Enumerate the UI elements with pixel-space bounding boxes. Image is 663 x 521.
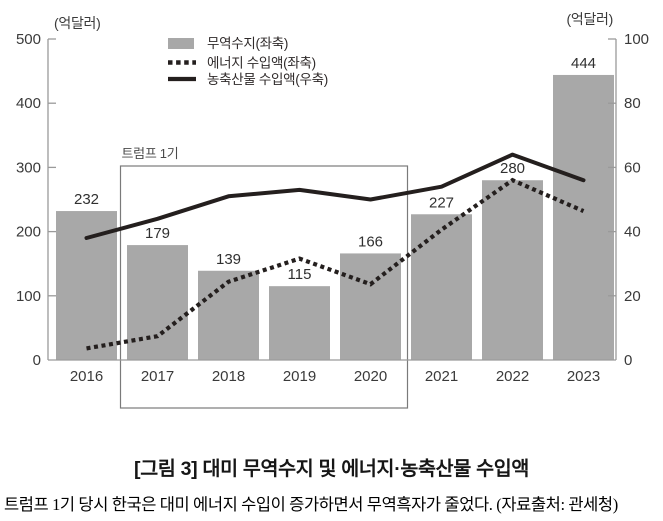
legend-label-trade-balance: 무역수지(좌축): [207, 36, 288, 51]
trade-balance-bar-2016: [56, 211, 117, 360]
trump-term1-annotation-box: [119, 165, 409, 409]
right-axis-tick-label-40: 40: [624, 224, 641, 241]
figure-caption: 트럼프 1기 당시 한국은 대미 에너지 수입이 증가하면서 무역흑자가 줄었다…: [4, 495, 618, 514]
year-label-2023: 2023: [567, 368, 600, 385]
left-axis-tick-label-300: 300: [16, 159, 41, 176]
agri-import-line: [84, 152, 586, 240]
trump-term1-annotation-label: 트럼프 1기: [122, 146, 179, 161]
year-label-2022: 2022: [496, 368, 529, 385]
bar-value-label-2017: 179: [145, 225, 170, 242]
trade-balance-bar-2017: [127, 245, 188, 360]
legend-swatch-trade-balance: [168, 38, 194, 49]
trade-balance-bar-2022: [482, 180, 543, 360]
bar-value-label-2022: 280: [500, 160, 525, 177]
year-label-2019: 2019: [283, 368, 316, 385]
chart-canvas: 트럼프 1기2321791391151662272804440100200300…: [16, 11, 649, 409]
bar-value-label-2021: 227: [429, 194, 454, 211]
left-axis-tick-label-100: 100: [16, 288, 41, 305]
year-label-2017: 2017: [141, 368, 174, 385]
year-label-2020: 2020: [354, 368, 387, 385]
year-label-2018: 2018: [212, 368, 245, 385]
trade-balance-bar-2021: [411, 214, 472, 360]
trade-balance-bar-2023: [553, 74, 614, 361]
right-axis-tick-label-0: 0: [624, 352, 632, 369]
left-axis-tick-label-200: 200: [16, 224, 41, 241]
right-axis-tick-label-60: 60: [624, 159, 641, 176]
year-label-2016: 2016: [70, 368, 103, 385]
legend-label-agri-import: 농축산물 수입액(우축): [207, 72, 328, 87]
left-axis-unit-label: (억달러): [54, 15, 100, 31]
bar-value-label-2019: 115: [288, 266, 312, 283]
right-axis-tick-label-80: 80: [624, 95, 641, 112]
trade-balance-bar-2018: [198, 270, 259, 360]
bar-value-label-2023: 444: [571, 55, 596, 72]
right-axis-tick-label-100: 100: [624, 31, 649, 48]
bar-value-label-2018: 139: [216, 251, 241, 268]
year-label-2021: 2021: [425, 368, 458, 385]
figure-title: [그림 3] 대미 무역수지 및 에너지·농축산물 수입액: [134, 458, 529, 480]
legend-label-energy-import: 에너지 수입액(좌축): [207, 56, 316, 71]
trade-balance-bar-2019: [269, 286, 330, 360]
bar-value-label-2020: 166: [358, 233, 383, 250]
left-axis-tick-label-500: 500: [16, 31, 41, 48]
energy-import-line: [86, 177, 585, 351]
bar-value-label-2016: 232: [74, 191, 99, 208]
left-axis-tick-label-400: 400: [16, 95, 41, 112]
right-axis-unit-label: (억달러): [567, 11, 613, 27]
left-axis-tick-label-0: 0: [33, 352, 41, 369]
right-axis-tick-label-20: 20: [624, 288, 641, 305]
